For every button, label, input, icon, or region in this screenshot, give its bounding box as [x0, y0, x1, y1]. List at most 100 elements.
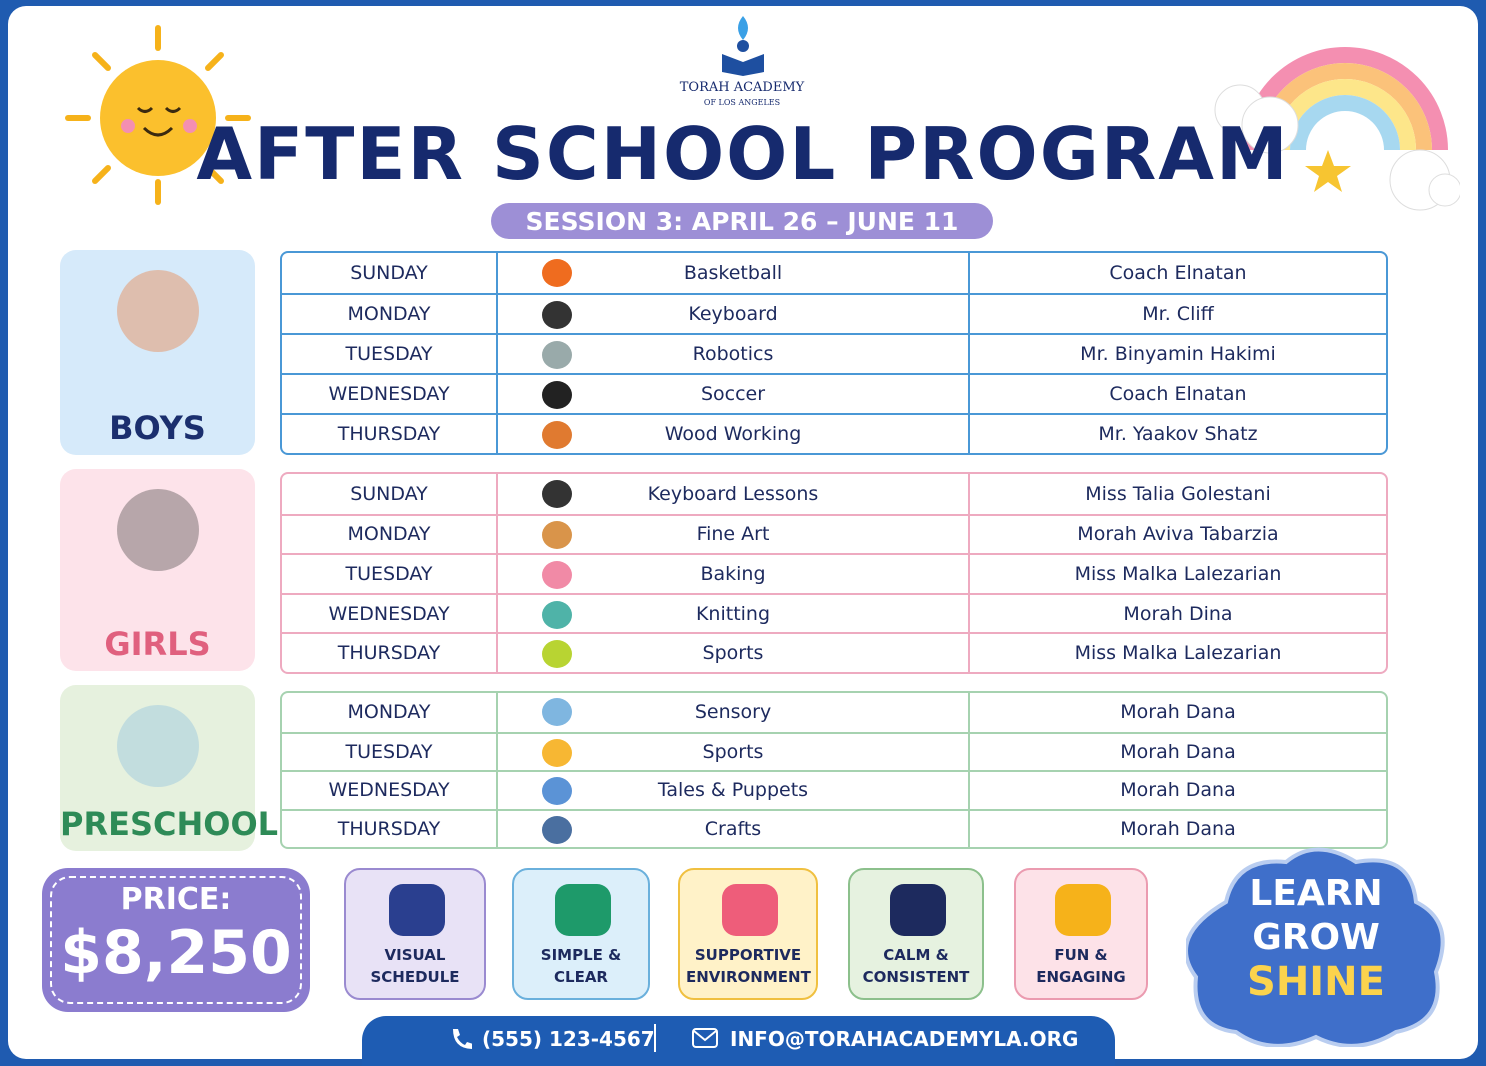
schedule-row: MONDAY Keyboard Mr. Cliff: [282, 293, 1386, 333]
feature-text: VISUAL SCHEDULE: [370, 946, 460, 986]
instructor: Morah Dana: [1120, 779, 1236, 802]
group-label: GIRLS: [104, 625, 211, 663]
activity-icon: [542, 301, 572, 329]
day: TUESDAY: [282, 733, 498, 770]
instructor: Morah Dana: [1120, 817, 1236, 840]
activity-icon: [542, 479, 572, 508]
activity-icon: [542, 698, 572, 727]
schedule-row: TUESDAY Baking Miss Malka Lalezarian: [282, 553, 1386, 593]
activity-cell: Keyboard: [498, 295, 970, 333]
activity-icon: [542, 341, 572, 369]
day: THURSDAY: [282, 415, 498, 453]
feature-icon: [722, 884, 778, 936]
activity-icon: [542, 738, 572, 767]
schedule-row: WEDNESDAY Knitting Morah Dina: [282, 592, 1386, 633]
session-badge: SESSION 3: APRIL 26 – JUNE 11: [491, 203, 993, 239]
price-amount: $8,250: [60, 918, 292, 988]
instructor: Miss Talia Golestani: [1085, 482, 1271, 505]
feature-text: CALM & CONSISTENT: [862, 946, 970, 986]
phone-icon: [453, 1029, 472, 1049]
group-label: BOYS: [109, 409, 206, 447]
day: WEDNESDAY: [282, 772, 498, 809]
feature-card: SIMPLE & CLEAR: [512, 868, 650, 1000]
schedule-row: SUNDAY Keyboard Lessons Miss Talia Golesta…: [282, 474, 1386, 514]
schedule-row: MONDAY Fine Art Morah Aviva Tabarzia: [282, 513, 1386, 554]
schedule-row: SUNDAY Basketball Coach Elnatan: [282, 253, 1386, 293]
day: THURSDAY: [282, 634, 498, 672]
logo-name: TORAH ACADEMY: [679, 80, 805, 95]
instructor: Miss Malka Lalezarian: [1074, 642, 1282, 665]
schedule-row: THURSDAY Crafts Morah Dana: [282, 808, 1386, 847]
group-illustration: [117, 270, 199, 352]
price-label: PRICE:: [120, 882, 232, 917]
schedule-table: MONDAY Sensory Morah Dana TUESDAY Sports Mora…: [280, 691, 1388, 849]
instructor: Morah Dana: [1120, 740, 1236, 763]
feature-card: CALM & CONSISTENT: [848, 868, 984, 1000]
activity-cell: Sports: [498, 634, 970, 672]
instructor: Coach Elnatan: [1109, 383, 1247, 405]
slogan: LEARN GROW SHINE: [1186, 872, 1446, 1004]
day: WEDNESDAY: [282, 594, 498, 633]
activity: Basketball: [683, 262, 783, 284]
activity: Fine Art: [696, 523, 770, 546]
day: SUNDAY: [282, 253, 498, 293]
activity-cell: Robotics: [498, 335, 970, 373]
instructor: Miss Malka Lalezarian: [1074, 562, 1282, 585]
activity-cell: Baking: [498, 555, 970, 593]
group-label: PRESCHOOL: [60, 805, 279, 843]
rainbow-illustration: [1214, 47, 1460, 211]
activity-icon: [542, 381, 572, 409]
day: SUNDAY: [282, 474, 498, 514]
feature-card: FUN & ENGAGING: [1014, 868, 1148, 1000]
group-card: GIRLS: [60, 469, 255, 671]
activity-icon: [542, 421, 572, 449]
activity-icon: [542, 600, 572, 629]
schedule-table: SUNDAY Keyboard Lessons Miss Talia Golesta…: [280, 472, 1388, 674]
activity-cell: Tales & Puppets: [498, 772, 970, 809]
instructor: Morah Aviva Tabarzia: [1077, 523, 1279, 546]
activity-icon: [542, 640, 572, 669]
feature-card: SUPPORTIVE ENVIRONMENT: [678, 868, 818, 1000]
day: MONDAY: [282, 295, 498, 333]
activity-cell: Keyboard Lessons: [498, 474, 970, 514]
title: AFTER SCHOOL PROGRAM: [196, 112, 1290, 196]
activity: Sports: [702, 642, 764, 665]
day: MONDAY: [282, 693, 498, 732]
group-card: PRESCHOOL: [60, 685, 279, 851]
feature-text: SIMPLE & CLEAR: [540, 946, 622, 986]
day: TUESDAY: [282, 555, 498, 593]
activity: Tales & Puppets: [657, 779, 809, 802]
slogan-cloud: [1186, 847, 1445, 1047]
activity: Soccer: [700, 383, 766, 405]
feature-text: FUN & ENGAGING: [1036, 946, 1126, 986]
contact-bar: (555) 123-4567 INFO@TORAHACADEMYLA.ORG: [362, 1016, 1115, 1066]
activity: Baking: [700, 562, 766, 585]
group-illustration: [117, 489, 199, 571]
activity-cell: Wood Working: [498, 415, 970, 453]
activity-icon: [542, 521, 572, 550]
activity-icon: [542, 560, 572, 589]
activity: Crafts: [704, 817, 762, 840]
activity-cell: Sports: [498, 733, 970, 770]
instructor: Mr. Cliff: [1142, 303, 1214, 325]
logo-subtitle: OF LOS ANGELES: [703, 98, 781, 107]
instructor: Morah Dina: [1123, 602, 1233, 625]
email-icon: [692, 1028, 718, 1048]
schedule-row: TUESDAY Sports Morah Dana: [282, 731, 1386, 770]
slogan-line: LEARN: [1249, 873, 1383, 914]
activity-cell: Basketball: [498, 253, 970, 293]
activity-cell: Soccer: [498, 375, 970, 413]
slogan-line: SHINE: [1247, 959, 1385, 1005]
activity-cell: Fine Art: [498, 515, 970, 554]
feature-icon: [555, 884, 611, 936]
schedule-table: SUNDAY Basketball Coach Elnatan MONDAY Keybo…: [280, 251, 1388, 455]
activity: Robotics: [692, 343, 774, 365]
day: WEDNESDAY: [282, 375, 498, 413]
instructor: Mr. Binyamin Hakimi: [1080, 343, 1276, 365]
schedule-row: WEDNESDAY Soccer Coach Elnatan: [282, 373, 1386, 413]
activity: Sensory: [694, 701, 772, 724]
activity: Keyboard: [688, 303, 778, 325]
schedule-row: MONDAY Sensory Morah Dana: [282, 693, 1386, 732]
instructor: Mr. Yaakov Shatz: [1098, 423, 1258, 445]
